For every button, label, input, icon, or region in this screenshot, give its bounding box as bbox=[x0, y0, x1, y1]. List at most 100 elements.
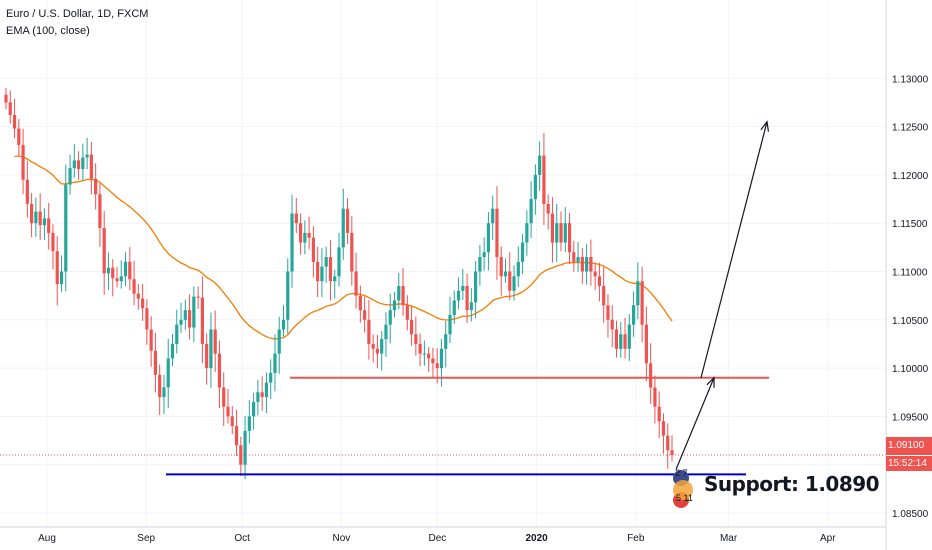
current-price-box: 1.09100 bbox=[886, 437, 932, 455]
candle-body bbox=[183, 310, 187, 320]
candle-body bbox=[572, 252, 576, 262]
event-badges[interactable]: 2 7 5 11 bbox=[673, 468, 693, 508]
candle-body bbox=[85, 154, 89, 158]
x-tick-label: Sep bbox=[137, 533, 155, 544]
x-tick-label: Mar bbox=[720, 533, 738, 544]
candle-body bbox=[273, 353, 277, 373]
candle-series bbox=[4, 87, 674, 480]
candle-body bbox=[525, 223, 529, 243]
candle-body bbox=[230, 416, 234, 427]
candle-body bbox=[610, 319, 614, 330]
candle-body bbox=[196, 296, 200, 298]
candle-body bbox=[298, 223, 303, 243]
candle-body bbox=[21, 144, 25, 180]
candle-body bbox=[8, 102, 12, 116]
candle-body bbox=[175, 324, 179, 344]
y-tick-label: 1.10000 bbox=[892, 364, 929, 375]
candle-body bbox=[277, 329, 281, 354]
candle-body bbox=[205, 343, 209, 369]
candle-body bbox=[42, 218, 47, 226]
candle-body bbox=[333, 276, 337, 282]
candle-body bbox=[345, 208, 350, 233]
candle-body bbox=[474, 271, 478, 303]
candle-body bbox=[149, 329, 153, 351]
candle-body bbox=[123, 261, 128, 277]
candle-body bbox=[461, 285, 465, 291]
candle-body bbox=[94, 178, 98, 195]
candle-body bbox=[102, 228, 106, 274]
y-tick-label: 1.10500 bbox=[892, 316, 929, 327]
candle-body bbox=[529, 199, 533, 224]
candle-body bbox=[465, 285, 469, 311]
candle-body bbox=[422, 353, 426, 355]
ema-indicator-label[interactable]: EMA (100, close) bbox=[6, 25, 90, 37]
candle-body bbox=[256, 392, 260, 402]
candle-body bbox=[354, 271, 358, 296]
candle-body bbox=[247, 416, 251, 431]
candle-body bbox=[145, 308, 149, 330]
candle-body bbox=[414, 334, 418, 344]
candle-body bbox=[200, 297, 204, 344]
x-tick-label: Nov bbox=[333, 533, 351, 544]
candle-body bbox=[589, 257, 593, 272]
candle-body bbox=[469, 302, 473, 311]
x-tick-label: Dec bbox=[429, 533, 447, 544]
candle-body bbox=[81, 157, 85, 170]
candle-body bbox=[538, 155, 542, 175]
candle-body bbox=[371, 343, 375, 349]
candle-body bbox=[115, 278, 119, 282]
candle-body bbox=[491, 208, 495, 224]
arrow-shaft bbox=[700, 121, 768, 378]
candle-body bbox=[4, 94, 8, 103]
x-tick-label: Oct bbox=[234, 533, 250, 544]
y-tick-label: 1.12500 bbox=[892, 123, 929, 134]
candle-body bbox=[179, 319, 183, 325]
candle-body bbox=[260, 392, 264, 398]
x-tick-label: Apr bbox=[820, 533, 836, 544]
candle-body bbox=[657, 406, 661, 422]
candle-body bbox=[418, 343, 422, 354]
candle-body bbox=[209, 329, 213, 369]
candle-body bbox=[495, 208, 499, 258]
candle-body bbox=[213, 329, 217, 354]
candle-body bbox=[597, 276, 602, 286]
candle-body bbox=[47, 218, 51, 233]
candle-body bbox=[316, 261, 320, 282]
candle-body bbox=[619, 334, 623, 349]
candle-body bbox=[358, 295, 362, 311]
candle-body bbox=[431, 358, 435, 364]
candle-body bbox=[187, 310, 192, 328]
candle-body bbox=[503, 271, 508, 277]
candle-body bbox=[614, 329, 619, 349]
candle-body bbox=[653, 387, 657, 407]
candle-body bbox=[555, 223, 559, 243]
candle-body bbox=[576, 257, 580, 262]
candle-body bbox=[217, 353, 222, 388]
candle-body bbox=[546, 203, 550, 214]
candle-body bbox=[666, 435, 670, 451]
candle-body bbox=[68, 168, 72, 185]
candle-body bbox=[392, 300, 397, 311]
candle-body bbox=[512, 276, 516, 291]
y-tick-label: 1.09500 bbox=[892, 412, 929, 423]
candle-body bbox=[350, 232, 354, 272]
candle-body bbox=[162, 387, 166, 398]
candle-body bbox=[640, 281, 644, 325]
candle-body bbox=[136, 293, 140, 299]
y-tick-label: 1.11500 bbox=[892, 219, 928, 230]
candle-body bbox=[243, 430, 247, 465]
candle-body bbox=[533, 174, 537, 200]
candle-body bbox=[170, 343, 175, 359]
candle-body bbox=[508, 271, 512, 291]
candle-body bbox=[563, 223, 567, 243]
candle-body bbox=[580, 257, 584, 272]
candle-body bbox=[106, 267, 111, 274]
candle-body bbox=[324, 257, 328, 267]
x-tick-label: Aug bbox=[38, 533, 56, 544]
candle-body bbox=[448, 314, 452, 335]
candle-body bbox=[226, 406, 230, 417]
countdown-box: 15:52:14 bbox=[886, 456, 932, 471]
candle-body bbox=[341, 208, 345, 248]
